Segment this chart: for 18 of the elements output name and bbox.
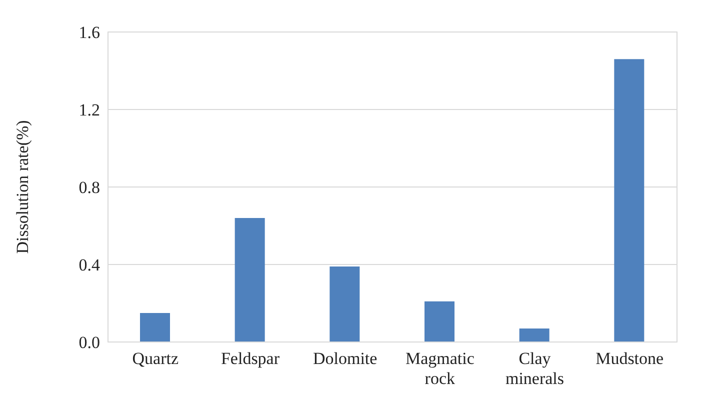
- bar: [330, 266, 360, 342]
- x-tick-label: Feldspar: [220, 349, 280, 368]
- bar: [234, 218, 265, 342]
- x-tick-label: Magmatic rock: [405, 349, 475, 388]
- x-tick-label: Dolomite: [312, 349, 378, 368]
- x-tick-label: Quartz: [132, 349, 179, 368]
- bar: [519, 328, 550, 342]
- y-tick-label: 0.0: [78, 333, 100, 352]
- x-tick-label: Clay minerals: [505, 349, 564, 388]
- bar: [424, 301, 454, 342]
- y-tick-label: 1.2: [78, 100, 100, 120]
- y-tick-label: 0.4: [78, 256, 100, 275]
- y-tick-label: 0.8: [78, 178, 100, 198]
- y-axis-title: Dissolution rate(%): [13, 120, 32, 254]
- y-tick-label: 1.6: [78, 23, 100, 42]
- bar: [140, 312, 170, 342]
- x-tick-label: Mudstone: [596, 349, 664, 368]
- bar: [614, 59, 644, 342]
